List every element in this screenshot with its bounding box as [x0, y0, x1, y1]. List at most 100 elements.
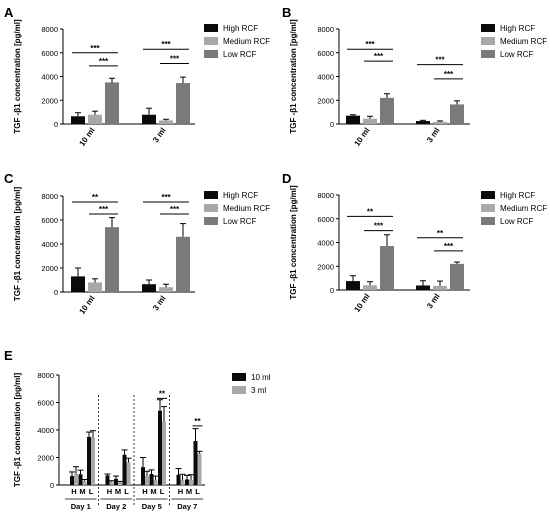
panel-e-x-subcategory-label: L: [195, 487, 200, 496]
panel-c-y-tick-label: 4000: [41, 240, 58, 249]
panel-e-x-subcategory-label: L: [89, 487, 94, 496]
panel-a-y-tick-label: 8000: [41, 25, 58, 34]
panel-e-y-tick-label: 0: [50, 481, 54, 490]
panel-e-tag: E: [4, 348, 13, 363]
panel-c-bar: [105, 227, 119, 292]
panel-d-bar: [416, 285, 430, 290]
panel-b-bar: [416, 121, 430, 124]
panel-e-bar: [141, 467, 145, 485]
panel-e-bar: [193, 441, 198, 485]
panel-a-legend-label: Medium RCF: [223, 37, 270, 46]
panel-a-y-tick-label: 6000: [41, 49, 58, 58]
panel-b-y-tick-label: 2000: [317, 96, 334, 105]
panel-e-legend-swatch: [232, 386, 246, 394]
panel-a-legend-swatch: [204, 37, 218, 45]
panel-b-significance-label: ***: [374, 52, 384, 61]
panel-b-y-tick-label: 0: [330, 120, 334, 129]
panel-a-bar: [105, 82, 119, 124]
panel-d-y-tick-label: 4000: [317, 239, 334, 248]
panel-e-bar: [74, 474, 78, 485]
panel-d-bar: [363, 285, 377, 290]
panel-d-tag: D: [282, 171, 291, 186]
panel-c-y-tick-label: 0: [54, 288, 58, 297]
panel-e-bar: [122, 454, 127, 485]
panel-e-bar: [87, 436, 91, 485]
panel-b: B 0 2000 4000 6000 8000 TGF -β1 concentration …: [282, 5, 547, 148]
panel-c-x-tick-label: 3 ml: [151, 294, 168, 312]
panel-c-bar: [71, 276, 85, 292]
panel-d-bar: [346, 281, 360, 290]
panel-d-bar: [380, 246, 394, 290]
panel-b-bar: [346, 115, 360, 124]
panel-a-x-tick-label: 3 ml: [151, 126, 168, 144]
panel-c-bar: [142, 284, 156, 292]
panel-d-x-tick-label: 3 ml: [425, 292, 442, 310]
panel-e-bar: [109, 481, 114, 485]
panel-b-legend-label: High RCF: [500, 24, 535, 33]
panel-e-bar: [126, 462, 131, 485]
panel-b-legend-label: Low RCF: [500, 50, 533, 59]
panel-b-bar: [363, 118, 377, 124]
panel-e-x-subcategory-label: M: [150, 487, 156, 496]
panel-d-legend-swatch: [481, 217, 495, 225]
panel-a-significance-label: ***: [170, 54, 180, 63]
panel-e-y-tick-label: 8000: [37, 371, 54, 380]
panel-e-x-subcategory-label: L: [124, 487, 129, 496]
panel-a-bar: [159, 120, 173, 124]
panel-a-significance-label: ***: [99, 57, 109, 66]
panel-e-bar: [176, 474, 181, 485]
panel-e-y-tick-label: 2000: [37, 454, 54, 463]
panel-e-x-subcategory-label: M: [186, 487, 192, 496]
panel-e-significance-label: **: [194, 417, 201, 426]
panel-e-x-subcategory-label: M: [115, 487, 121, 496]
panel-a-significance-label: ***: [161, 40, 171, 49]
panel-a-bar: [88, 114, 102, 124]
panel-e-y-tick-label: 6000: [37, 399, 54, 408]
panel-c-legend-label: High RCF: [223, 191, 258, 200]
panel-e-bar: [197, 453, 202, 485]
panel-b-significance-label: ***: [365, 40, 375, 49]
panel-b-y-tick-label: 4000: [317, 73, 334, 82]
panel-e-bar: [162, 421, 166, 485]
panel-e-y-axis-label: TGF -β1 concentration [pg/ml]: [13, 373, 22, 488]
panel-e-bar: [78, 474, 83, 485]
panel-c-significance-label: ***: [99, 205, 109, 214]
panel-b-bar: [450, 104, 464, 124]
panel-c-y-tick-label: 2000: [41, 264, 58, 273]
panel-e-x-group-label: Day 5: [142, 502, 162, 511]
panel-e-x-group-label: Day 1: [71, 502, 91, 511]
panel-a-y-tick-label: 0: [54, 120, 58, 129]
panel-b-y-tick-label: 6000: [317, 49, 334, 58]
panel-c-legend-swatch: [204, 217, 218, 225]
panel-e-x-subcategory-label: H: [71, 487, 76, 496]
panel-b-legend-swatch: [481, 37, 495, 45]
panel-c-legend-label: Low RCF: [223, 217, 256, 226]
panel-e-bar: [105, 475, 110, 485]
panel-e-legend-label: 10 ml: [251, 373, 271, 382]
panel-c-x-tick-label: 10 ml: [78, 294, 97, 316]
panel-d-legend-label: Low RCF: [500, 217, 533, 226]
panel-d-legend-swatch: [481, 191, 495, 199]
panel-d-y-tick-label: 2000: [317, 262, 334, 271]
panel-e-bar: [149, 474, 154, 485]
panel-a-legend-label: High RCF: [223, 24, 258, 33]
panel-d-bar: [450, 263, 464, 290]
panel-c-significance-label: ***: [161, 193, 171, 202]
panel-c-significance-label: ***: [170, 205, 180, 214]
panel-a-y-axis-label: TGF -β1 concentration [pg/ml]: [13, 19, 22, 134]
panel-a-legend-swatch: [204, 24, 218, 32]
panel-d-significance-label: **: [367, 207, 374, 216]
panel-e-x-group-label: Day 7: [177, 502, 197, 511]
panel-b-significance-label: ***: [435, 56, 445, 65]
panel-a-legend-label: Low RCF: [223, 50, 256, 59]
panel-e-significance-label: **: [159, 389, 166, 398]
panel-b-legend-label: Medium RCF: [500, 37, 547, 46]
panel-e-bar: [118, 482, 122, 485]
panel-d-legend-label: High RCF: [500, 191, 535, 200]
panel-c-bar: [159, 287, 173, 292]
panel-b-x-tick-label: 10 ml: [353, 126, 372, 148]
panel-e-bar: [153, 479, 158, 485]
panel-b-significance-label: ***: [444, 70, 454, 79]
panel-d: D 0 2000 4000 6000 8000 TGF -β1 concentration …: [282, 171, 547, 314]
